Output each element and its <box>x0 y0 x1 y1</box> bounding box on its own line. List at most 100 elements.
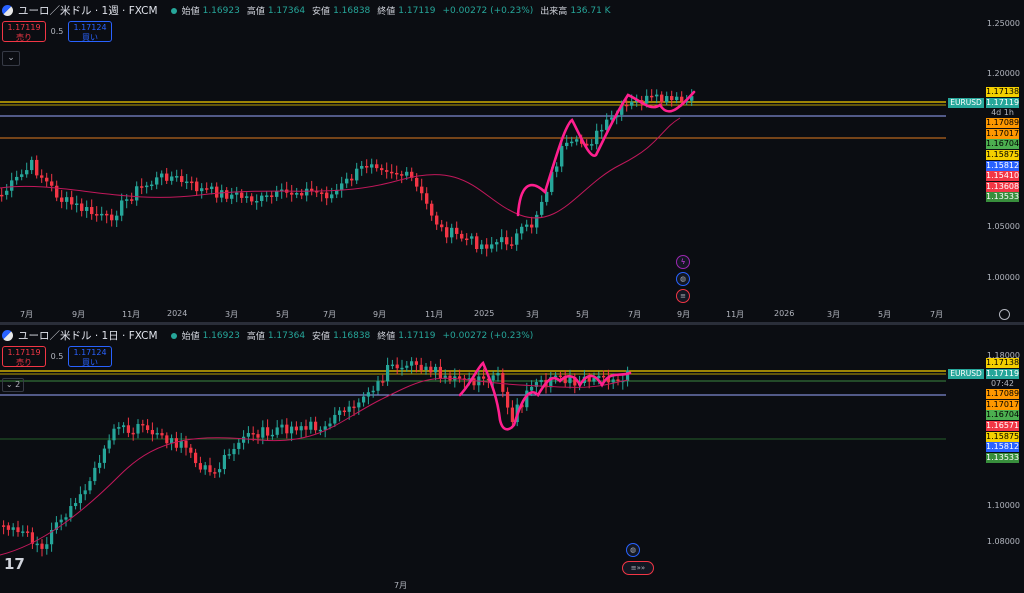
daily-candle <box>165 435 169 444</box>
daily-candle <box>6 525 10 530</box>
daily-candle <box>443 375 447 379</box>
weekly-chart-canvas[interactable] <box>0 0 1024 322</box>
tradingview-logo[interactable]: 17 <box>4 555 25 573</box>
daily-candle <box>150 429 154 435</box>
price-axis-label: 1.10000 <box>986 501 1020 510</box>
close-value: 1.17119 <box>398 5 436 16</box>
daily-candle <box>534 382 538 387</box>
weekly-candle <box>30 159 34 171</box>
volume-value: 136.71 K <box>570 5 611 16</box>
daily-candle <box>467 378 471 380</box>
daily-candle <box>112 428 116 441</box>
daily-candle <box>458 376 462 379</box>
time-axis-label: 3月 <box>526 310 540 319</box>
weekly-candle <box>450 227 454 238</box>
daily-candle <box>510 407 514 423</box>
weekly-candle <box>320 192 324 194</box>
pane-divider[interactable] <box>0 322 1024 325</box>
sell-button[interactable]: 1.17119 売り <box>2 21 46 42</box>
volume-label: 出来高 <box>540 7 568 17</box>
weekly-candle <box>140 186 144 188</box>
weekly-candle <box>40 175 44 178</box>
daily-candle <box>270 434 274 437</box>
symbol-title[interactable]: ユーロ／米ドル · 1週 · FXCM <box>18 5 158 17</box>
low-value: 1.16838 <box>333 330 371 341</box>
high-value: 1.17364 <box>267 5 306 16</box>
weekly-candle <box>500 237 504 243</box>
us-flag-event-icon[interactable]: ≡»» <box>622 561 654 575</box>
buy-button[interactable]: 1.17124 買い <box>68 21 112 42</box>
time-axis-label: 5月 <box>576 310 590 319</box>
price-axis-label: 1.05000 <box>986 222 1020 231</box>
daily-candle <box>117 427 121 429</box>
weekly-candle <box>235 192 239 195</box>
daily-candle <box>338 410 342 415</box>
buy-button[interactable]: 1.17124 買い <box>68 346 112 367</box>
daily-candle <box>573 377 577 386</box>
daily-candle <box>213 472 217 474</box>
daily-candle <box>434 366 438 373</box>
weekly-candle <box>305 188 309 196</box>
price-axis-label: 1.08000 <box>986 537 1020 546</box>
daily-candle <box>410 361 414 366</box>
daily-chart-pane[interactable]: ユーロ／米ドル · 1日 · FXCM 始値 1.16923 高値 1.17364 … <box>0 325 1024 593</box>
sell-button[interactable]: 1.17119 売り <box>2 346 46 367</box>
weekly-candle <box>625 104 629 107</box>
daily-candle <box>74 503 78 507</box>
weekly-candle <box>560 146 564 167</box>
price-tag: 1.17089 <box>986 118 1020 129</box>
daily-candle <box>194 452 198 464</box>
weekly-candle <box>475 236 479 250</box>
daily-candle <box>482 376 486 379</box>
globe-event-icon[interactable]: ◍ <box>676 272 690 286</box>
trend-drawing <box>516 90 696 217</box>
weekly-candle <box>600 129 604 132</box>
daily-candle <box>64 517 68 520</box>
daily-candle <box>299 426 303 431</box>
weekly-candle <box>420 186 424 194</box>
globe-event-icon[interactable]: ◍ <box>626 543 640 557</box>
weekly-candle <box>25 170 29 175</box>
weekly-candle <box>335 189 339 195</box>
daily-candle <box>381 381 385 383</box>
daily-candle <box>11 527 15 530</box>
us-flag-event-icon[interactable]: ≡ <box>676 289 690 303</box>
time-axis-label: 7月 <box>394 581 408 590</box>
weekly-candle <box>570 141 574 144</box>
weekly-chart-pane[interactable]: ユーロ／米ドル · 1週 · FXCM 始値 1.16923 高値 1.17364 … <box>0 0 1024 322</box>
weekly-candle <box>490 244 494 249</box>
price-tag: 1.15812 <box>986 442 1020 453</box>
daily-candle <box>362 396 366 403</box>
weekly-candle <box>395 172 399 175</box>
daily-candle <box>342 410 346 413</box>
weekly-candle <box>565 142 569 147</box>
daily-candle <box>78 494 82 504</box>
daily-candle <box>54 522 58 530</box>
weekly-candle <box>315 190 319 193</box>
collapse-indicators-button[interactable]: ⌄ 2 <box>2 378 24 392</box>
low-value: 1.16838 <box>333 5 371 16</box>
daily-chart-canvas[interactable] <box>0 325 1024 593</box>
daily-candle <box>429 366 433 373</box>
daily-candle <box>2 525 6 527</box>
daily-candle <box>472 378 476 386</box>
weekly-candle <box>510 244 514 246</box>
weekly-candle <box>295 193 299 195</box>
daily-candle <box>170 438 174 444</box>
weekly-candle <box>210 186 214 190</box>
weekly-candle <box>45 177 49 182</box>
weekly-candle <box>20 174 24 177</box>
weekly-candle <box>595 130 599 145</box>
symbol-title[interactable]: ユーロ／米ドル · 1日 · FXCM <box>18 330 158 342</box>
weekly-candle <box>125 199 129 201</box>
indicator-count: 2 <box>15 380 21 389</box>
settings-icon[interactable] <box>999 309 1010 320</box>
daily-candle <box>88 481 92 491</box>
lightning-event-icon[interactable]: ϟ <box>676 255 690 269</box>
daily-candle <box>246 433 250 437</box>
daily-candle <box>222 454 226 470</box>
weekly-candle <box>95 214 99 216</box>
chevron-down-icon[interactable]: ⌄ <box>2 51 20 66</box>
buy-label: 買い <box>82 33 98 42</box>
daily-candle <box>232 448 236 455</box>
